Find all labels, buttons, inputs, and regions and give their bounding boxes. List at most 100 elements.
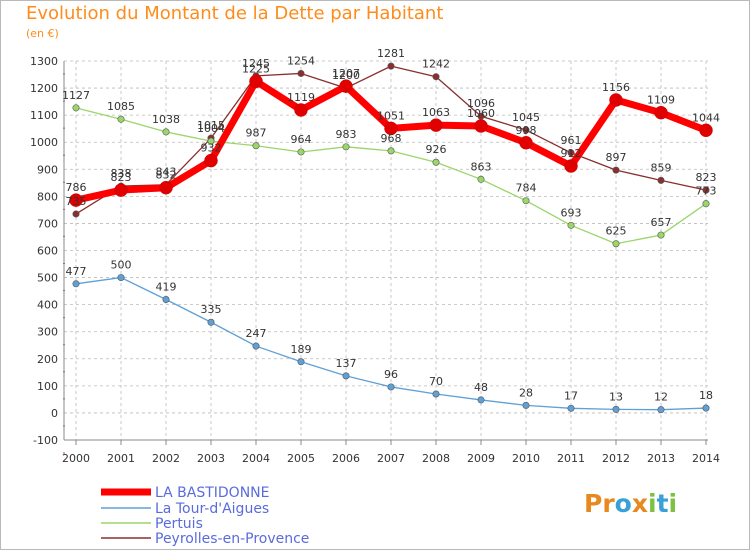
data-label: 419 (156, 280, 177, 293)
legend-label: La Tour-d'Aigues (155, 501, 269, 517)
data-point (204, 153, 218, 168)
data-label: 28 (519, 386, 533, 399)
data-label: 773 (696, 185, 717, 198)
data-point (432, 73, 440, 81)
proxiti-logo: Proxiti (584, 489, 677, 518)
x-tick-label: 2002 (152, 452, 180, 465)
data-point (522, 401, 530, 409)
logo-letter: i (668, 489, 678, 518)
data-label: 1038 (152, 113, 180, 126)
data-label: 838 (111, 167, 132, 180)
data-label: 735 (66, 195, 87, 208)
data-label: 1015 (197, 119, 225, 132)
data-label: 1245 (242, 57, 270, 70)
y-tick-label: 0 (51, 407, 58, 420)
data-point (162, 128, 170, 136)
data-label: 926 (426, 143, 447, 156)
data-label: 859 (651, 161, 672, 174)
data-label: 1096 (467, 97, 495, 110)
data-label: 247 (246, 327, 267, 340)
x-tick-label: 2004 (242, 452, 270, 465)
y-tick-label: 700 (37, 217, 58, 230)
grid-lines (64, 60, 708, 441)
data-point (249, 74, 263, 89)
y-tick-label: 500 (37, 272, 58, 285)
data-label: 1156 (602, 81, 630, 94)
data-point (612, 166, 620, 174)
series-group (69, 62, 713, 414)
data-label: 897 (606, 151, 627, 164)
data-point (474, 119, 488, 133)
logo-letter: o (614, 489, 632, 518)
data-label: 832 (156, 169, 177, 182)
x-tick-label: 2001 (107, 452, 135, 465)
logo-letter: r (602, 489, 615, 518)
data-point (342, 372, 350, 380)
data-point (519, 136, 533, 150)
data-point (612, 405, 620, 413)
y-tick-label: 1200 (30, 82, 58, 95)
data-point (72, 210, 80, 218)
data-label: 17 (564, 389, 578, 402)
data-point (297, 358, 305, 366)
data-label: 1254 (287, 54, 315, 67)
y-tick-label: 400 (37, 299, 58, 312)
data-label: 1225 (242, 62, 270, 75)
data-point (522, 197, 530, 205)
data-label: 912 (561, 147, 582, 160)
data-point (72, 280, 80, 288)
x-tick-label: 2012 (602, 452, 630, 465)
data-label: 1004 (197, 122, 225, 135)
data-label: 823 (111, 171, 132, 184)
legend-label: LA BASTIDONNE (155, 485, 270, 501)
data-label: 968 (381, 132, 402, 145)
data-label: 998 (516, 124, 537, 137)
data-label: 843 (156, 166, 177, 179)
data-label: 477 (66, 265, 87, 278)
y-tick-label: 800 (37, 190, 58, 203)
data-label: 70 (429, 375, 443, 388)
data-point (339, 79, 353, 93)
y-tick-label: -100 (33, 434, 58, 447)
logo-letter: i (648, 489, 657, 518)
data-labels-group: 735 838 843 1015 1245 1254 1200 1281 1242 1096 104… (62, 47, 720, 404)
data-label: 961 (561, 134, 582, 147)
y-tick-label: 600 (37, 245, 58, 258)
data-point (117, 274, 125, 282)
data-label: 13 (609, 390, 623, 403)
y-tick-label: 100 (37, 380, 58, 393)
x-tick-label: 2006 (332, 452, 360, 465)
data-label: 1207 (332, 67, 360, 80)
data-point (69, 193, 83, 207)
x-tick-label: 2008 (422, 452, 450, 465)
data-point (699, 123, 713, 138)
data-point (294, 103, 308, 117)
data-point (567, 221, 575, 229)
data-point (657, 231, 665, 239)
axes: -100 0 100 200 300 400 500 600 700 800 900 1000 1100… (30, 55, 720, 465)
y-tick-label: 1000 (30, 136, 58, 149)
y-tick-label: 1300 (30, 55, 58, 68)
chart-title: Evolution du Montant de la Dette par Hab… (26, 3, 444, 24)
data-label: 657 (651, 216, 672, 229)
x-tick-label: 2011 (557, 452, 585, 465)
data-label: 964 (291, 133, 312, 146)
data-label: 1109 (647, 94, 675, 107)
data-point (207, 318, 215, 326)
data-label: 1127 (62, 89, 90, 102)
x-tick-label: 2007 (377, 452, 405, 465)
data-point (609, 93, 623, 107)
data-point (297, 69, 305, 77)
data-label: 863 (471, 160, 492, 173)
x-tick-label: 2013 (647, 452, 675, 465)
data-point (207, 137, 215, 145)
data-point (657, 176, 665, 184)
data-label: 18 (699, 389, 713, 402)
chart-subtitle: (en €) (26, 27, 59, 40)
data-point (117, 115, 125, 123)
data-point (72, 104, 80, 112)
data-label: 693 (561, 206, 582, 219)
data-point (159, 180, 173, 195)
